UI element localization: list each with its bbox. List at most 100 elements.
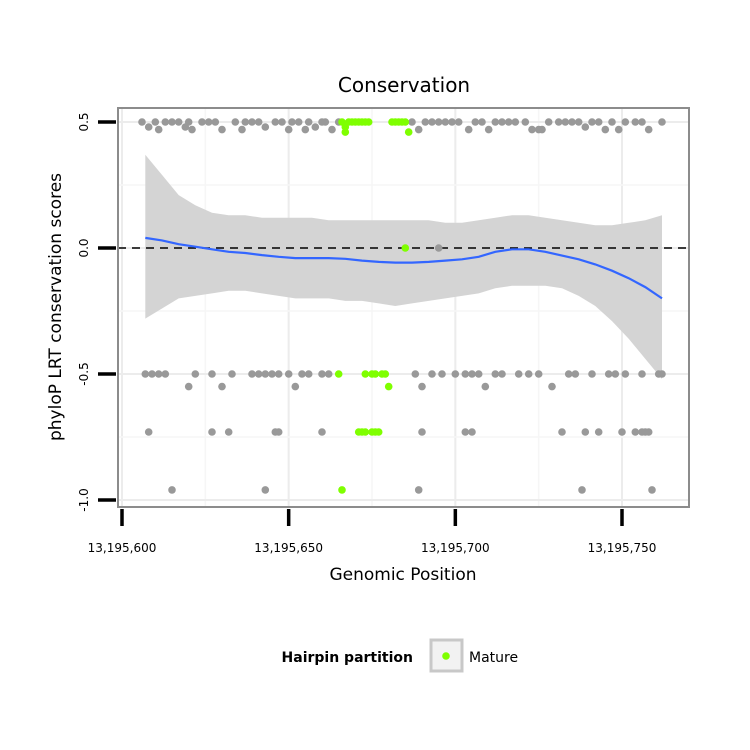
smooth-trend-line — [145, 236, 663, 300]
other-point — [601, 125, 610, 134]
mature-point — [371, 370, 380, 378]
other-point — [498, 370, 506, 378]
other-point — [564, 370, 573, 378]
other-point — [548, 382, 556, 391]
other-point — [144, 428, 153, 436]
other-point — [304, 370, 313, 378]
other-point — [604, 370, 613, 378]
other-point — [648, 486, 656, 494]
other-point — [491, 370, 500, 378]
other-point — [261, 370, 270, 378]
other-point — [644, 428, 653, 436]
other-point — [478, 118, 486, 126]
other-point — [454, 118, 463, 126]
legend-title: Hairpin partition — [282, 650, 413, 666]
y-tick-label: 0.5 — [77, 112, 91, 131]
other-point — [144, 123, 153, 131]
other-point — [174, 118, 183, 126]
legend: Hairpin partition Mature — [282, 638, 518, 673]
x-tick-label: 13,195,750 — [588, 541, 657, 555]
other-point — [294, 118, 303, 126]
other-point — [148, 370, 156, 378]
other-point — [618, 428, 626, 436]
other-point — [514, 370, 523, 378]
mature-point — [401, 118, 410, 126]
other-point — [611, 370, 620, 378]
other-point — [608, 118, 616, 126]
x-tick-label: 13,195,700 — [421, 541, 490, 555]
other-point — [658, 370, 666, 378]
x-axis: 13,195,600 13,195,650 13,195,700 13,195,750 — [88, 509, 657, 555]
other-point — [328, 125, 336, 134]
mature-point — [338, 486, 346, 494]
y-axis: -1.0 -0.5 0.0 0.5 — [77, 112, 116, 512]
y-tick-label: -0.5 — [77, 362, 91, 385]
other-point — [578, 486, 586, 494]
other-point — [271, 118, 280, 126]
other-point — [568, 118, 576, 126]
other-point — [241, 118, 250, 126]
other-point — [304, 118, 313, 126]
other-point — [204, 118, 213, 126]
other-point — [274, 428, 283, 436]
other-point — [324, 370, 333, 378]
other-point — [408, 118, 416, 126]
other-point — [644, 125, 653, 134]
other-point — [538, 125, 546, 134]
y-axis-label: phyloP LRT conservation scores — [46, 173, 66, 441]
other-point — [184, 118, 193, 126]
other-point — [524, 370, 533, 378]
other-point — [544, 118, 553, 126]
other-point — [481, 382, 490, 391]
x-tick-label: 13,195,650 — [254, 541, 323, 555]
other-point — [621, 370, 630, 378]
mature-point — [334, 370, 343, 378]
other-point — [278, 118, 286, 126]
other-point — [318, 370, 326, 378]
other-point — [468, 370, 476, 378]
other-point — [554, 118, 563, 126]
other-point — [231, 118, 240, 126]
other-point — [188, 125, 196, 134]
other-point — [438, 370, 446, 378]
other-point — [151, 118, 160, 126]
other-point — [418, 428, 426, 436]
other-point — [614, 125, 623, 134]
other-point — [504, 118, 513, 126]
x-axis-label: Genomic Position — [329, 565, 476, 585]
other-point — [191, 370, 200, 378]
other-point — [581, 428, 590, 436]
other-point — [428, 370, 436, 378]
other-point — [434, 244, 443, 252]
other-point — [224, 428, 233, 436]
other-point — [468, 428, 476, 436]
other-point — [574, 118, 583, 126]
other-point — [168, 486, 176, 494]
other-point — [471, 118, 480, 126]
mature-point — [404, 128, 413, 136]
other-point — [284, 370, 293, 378]
mature-point — [341, 128, 350, 136]
other-point — [581, 123, 590, 131]
other-point — [248, 370, 256, 378]
other-point — [284, 125, 293, 134]
other-point — [288, 118, 296, 126]
mature-point — [361, 370, 370, 378]
other-point — [528, 125, 536, 134]
other-point — [218, 125, 226, 134]
other-point — [184, 382, 193, 391]
other-point — [448, 118, 456, 126]
legend-label-mature: Mature — [469, 650, 518, 666]
other-point — [291, 382, 300, 391]
other-point — [658, 118, 666, 126]
other-point — [261, 123, 270, 131]
other-point — [638, 118, 646, 126]
other-point — [301, 125, 310, 134]
panel-border — [117, 107, 690, 508]
other-point — [261, 486, 270, 494]
other-point — [414, 125, 423, 134]
other-point — [521, 118, 530, 126]
other-point — [154, 370, 163, 378]
y-tick-label: -1.0 — [77, 488, 91, 511]
